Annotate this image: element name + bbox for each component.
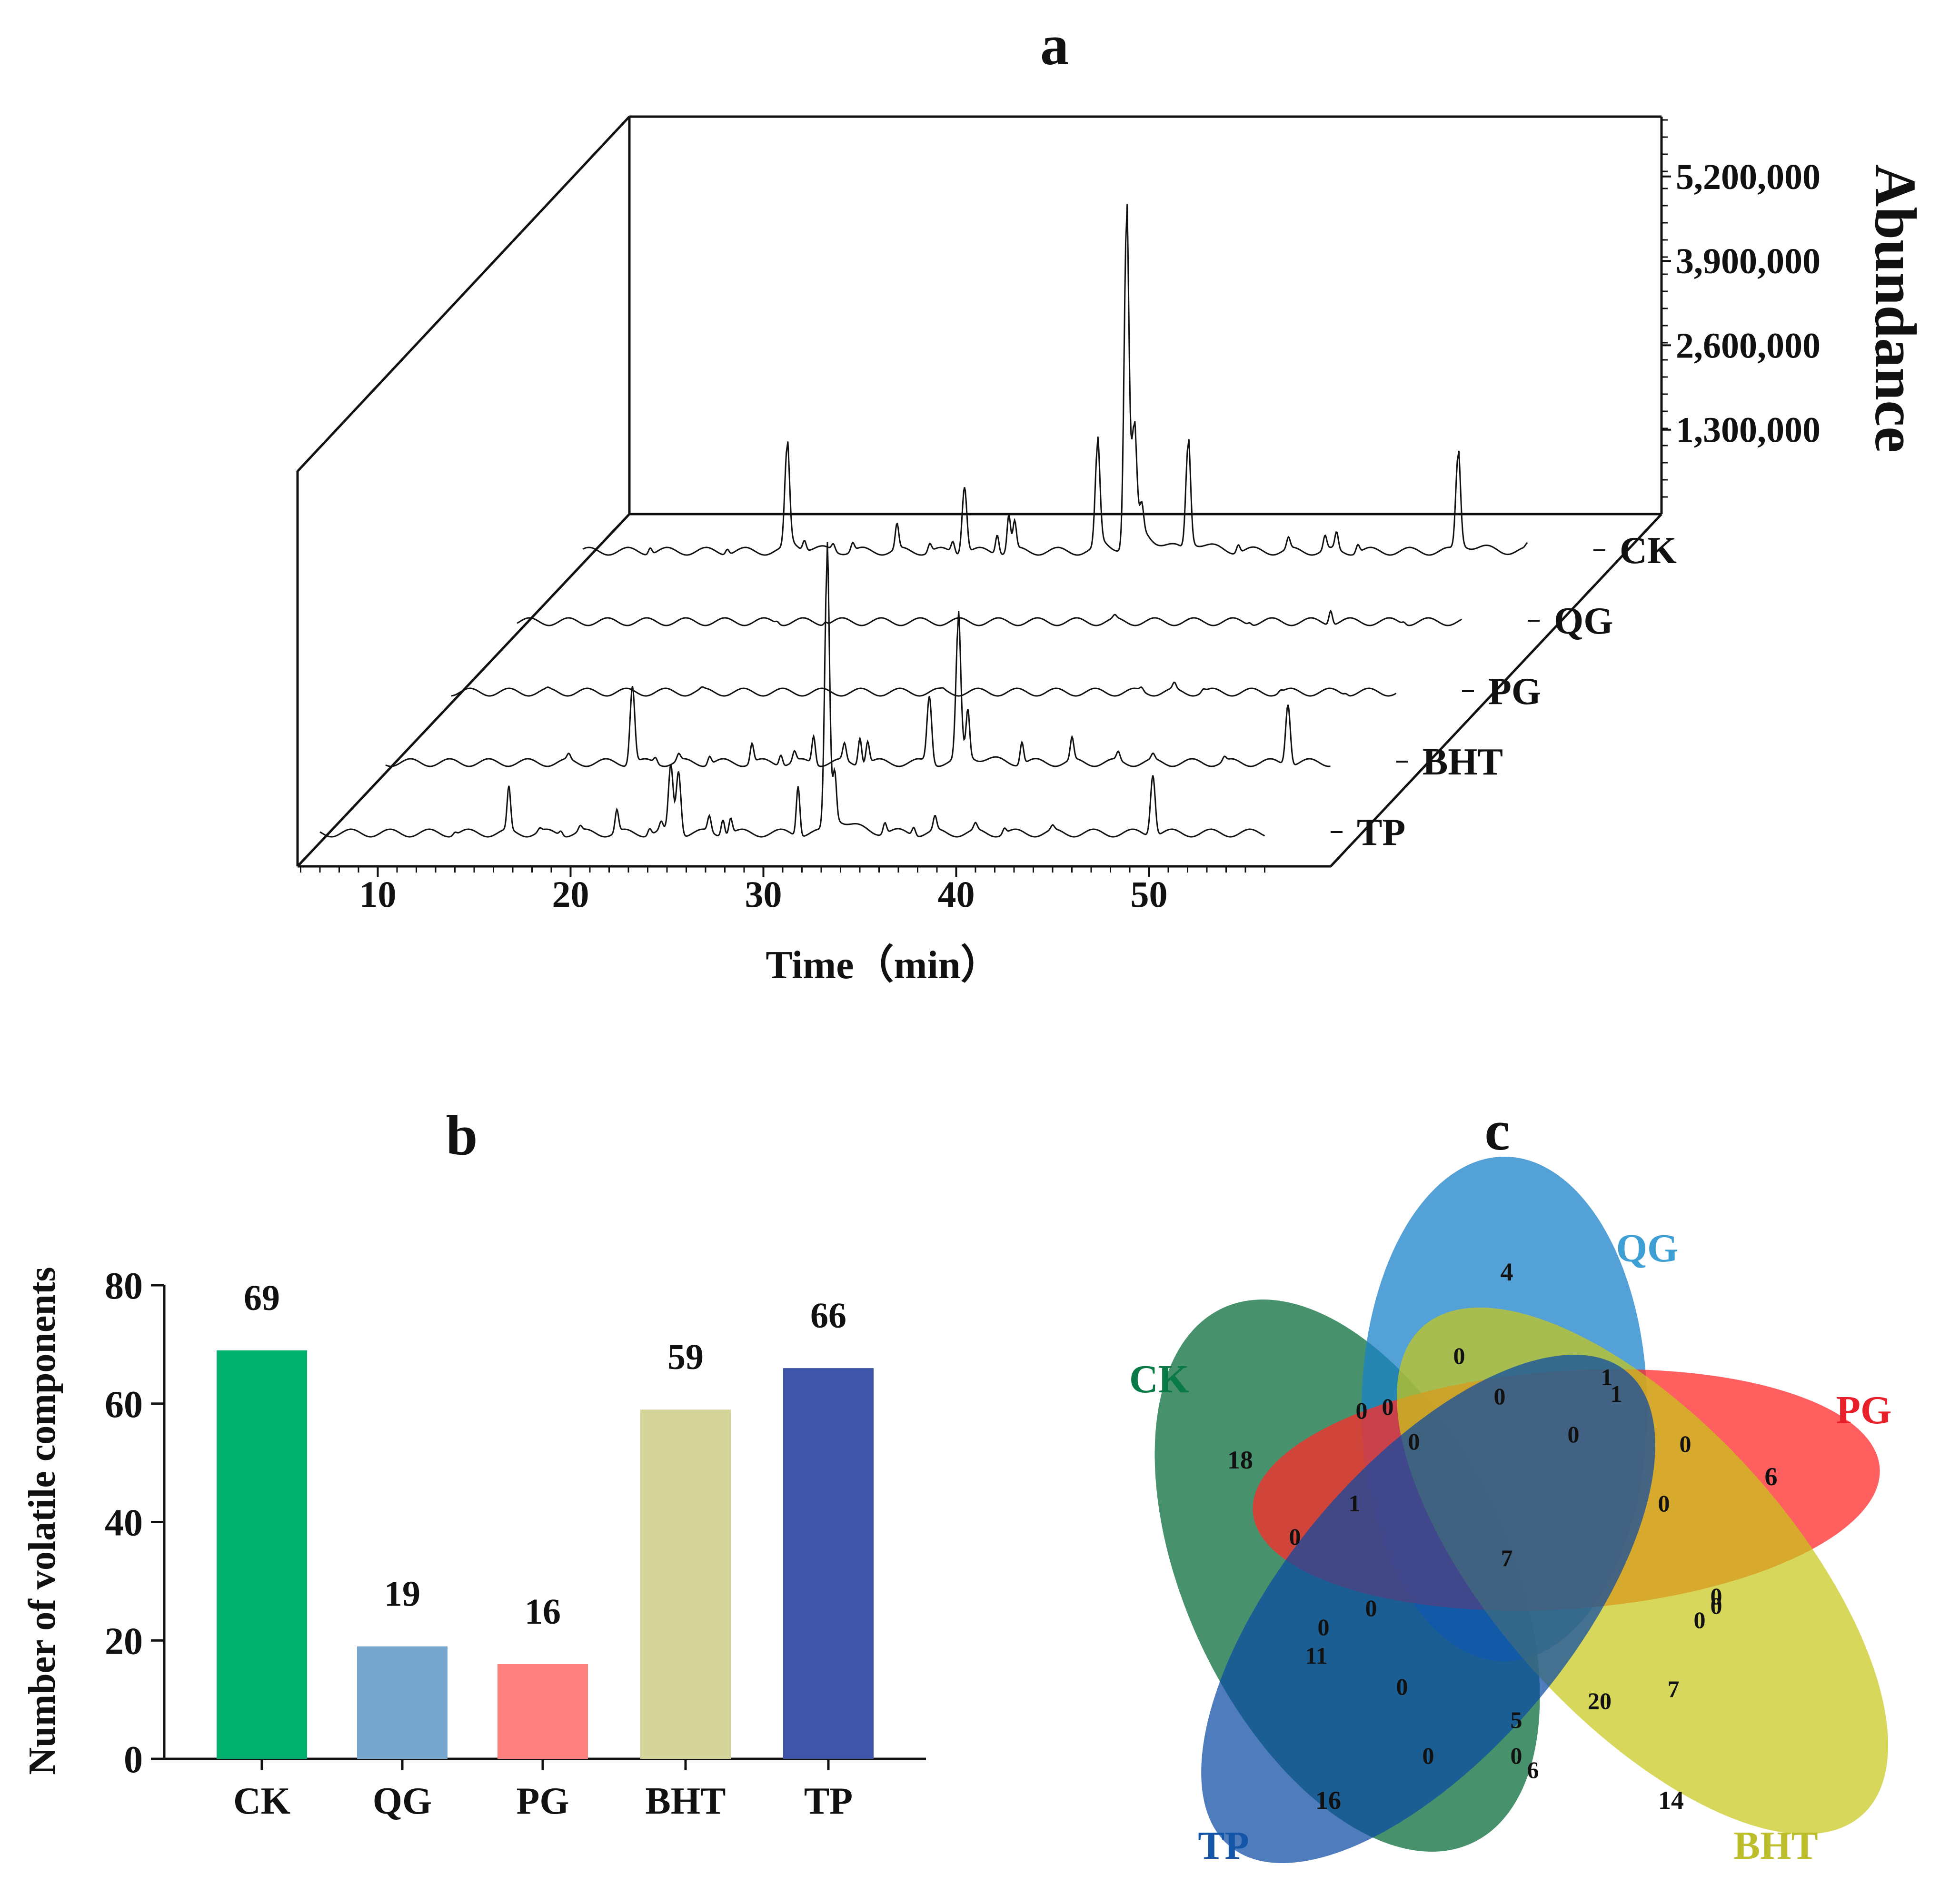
- b-x-tick-label-pg: PG: [516, 1780, 569, 1822]
- bar-tp: [783, 1368, 874, 1759]
- venn-label-bht: BHT: [1733, 1824, 1818, 1868]
- series-label-tp: TP: [1357, 812, 1405, 853]
- b-y-axis-ticks: 0 20 40 60 80: [105, 1265, 164, 1781]
- venn-region-ck-pg-x-15: 0: [1289, 1523, 1301, 1550]
- y-tick-label: 5,200,000: [1676, 157, 1821, 197]
- series-label-ck: CK: [1620, 530, 1677, 572]
- b-y-tick-label: 20: [105, 1620, 143, 1662]
- panel-b-title: b: [446, 1103, 478, 1167]
- bar-ck: [217, 1350, 307, 1759]
- b-x-tick-label-qg: QG: [373, 1780, 432, 1822]
- b-x-tick-label-ck: CK: [233, 1780, 290, 1822]
- x-axis-label: Time（min）: [766, 943, 1000, 987]
- venn-region-ck-1: 18: [1227, 1446, 1253, 1474]
- x-tick-label: 10: [359, 873, 397, 915]
- venn-region-bht-4: 14: [1658, 1786, 1684, 1815]
- panel-c-title: c: [1484, 1099, 1510, 1162]
- x-tick-label: 30: [745, 873, 782, 915]
- venn-region-qg-pg-tp-12: 0: [1568, 1421, 1580, 1448]
- venn-region-qg-0: 4: [1501, 1258, 1513, 1286]
- venn-region-pg-bht-x-22: 0: [1694, 1607, 1706, 1633]
- venn-region-qg-pg-bht-x-10: 0: [1494, 1383, 1506, 1409]
- venn-region-ck-qg-bht-9: 0: [1382, 1393, 1394, 1420]
- venn-region-pg-2: 6: [1765, 1462, 1778, 1491]
- venn-region-ck-pg-tp-18: 0: [1365, 1595, 1377, 1621]
- venn-set-labels: CK QG PG BHT TP: [1129, 1226, 1891, 1868]
- y-tick-label: 1,300,000: [1676, 410, 1821, 450]
- bar-pg: [497, 1664, 588, 1759]
- bar-value-label-pg: 16: [525, 1592, 561, 1632]
- venn-ellipses: [1154, 1157, 1888, 1863]
- b-y-tick-label: 80: [105, 1265, 143, 1307]
- b-bars: 69 CK 19 QG 16 PG 59 BHT 66 TP: [217, 1278, 874, 1822]
- venn-region-ck-qg-pg-bht-11: 0: [1408, 1428, 1420, 1455]
- venn-region-qg-bht-tp-25: 5: [1511, 1706, 1522, 1733]
- y-tick-label: 3,900,000: [1676, 241, 1821, 281]
- bar-qg: [357, 1646, 448, 1759]
- trace-bht: [385, 611, 1331, 767]
- b-y-tick-label: 60: [105, 1384, 143, 1426]
- y-tick-label: 2,600,000: [1676, 326, 1821, 366]
- venn-region-ck-tp-pg-19: 0: [1318, 1614, 1330, 1640]
- bar-value-label-tp: 66: [810, 1296, 846, 1336]
- box-left-diagonal-top: [297, 116, 630, 472]
- venn-ellipse-tp: [1201, 1355, 1655, 1863]
- series-label-bht: BHT: [1423, 741, 1503, 783]
- panel-b-bar-chart: b 0 20 40 60 80 69 CK 19 QG 16 PG 59 BHT 66 TP Number…: [21, 1103, 926, 1822]
- venn-region-ck-bht-27: 7: [1668, 1676, 1680, 1702]
- x-axis-ticks: 10 20 30 40 50: [300, 866, 1265, 915]
- venn-region-ck-tp-23: 11: [1305, 1642, 1327, 1669]
- venn-label-ck: CK: [1129, 1357, 1189, 1401]
- venn-region-pg-bht-21: 0: [1711, 1583, 1722, 1609]
- b-y-tick-label: 0: [124, 1739, 143, 1781]
- series-label-pg: PG: [1488, 671, 1541, 713]
- venn-label-qg: QG: [1616, 1226, 1679, 1270]
- venn-region-pg-qg-tp-16: 0: [1658, 1490, 1670, 1517]
- x-tick-label: 40: [938, 873, 975, 915]
- panel-a-chromatogram: a 1,300,000 2,600,000 3,900,000 5,200,000 1…: [296, 13, 1928, 987]
- bar-value-label-qg: 19: [384, 1574, 420, 1614]
- venn-region-qg-pg-bht-7: 1: [1611, 1380, 1622, 1407]
- x-tick-label: 50: [1131, 873, 1168, 915]
- series-label-qg: QG: [1554, 600, 1613, 642]
- venn-region-bht-tp-x-30: 6: [1527, 1756, 1539, 1783]
- venn-region-ck-pg-14: 1: [1349, 1490, 1361, 1517]
- b-y-tick-label: 40: [105, 1502, 143, 1544]
- venn-region-qg-pg-6: 1: [1601, 1364, 1613, 1390]
- panel-a-title: a: [1040, 13, 1069, 77]
- y-axis-ticks: 1,300,000 2,600,000 3,900,000 5,200,000: [1662, 119, 1821, 498]
- trace-pg: [451, 681, 1397, 697]
- venn-region-tp-3: 16: [1315, 1786, 1341, 1815]
- venn-region-bht-tp-29: 0: [1511, 1742, 1522, 1769]
- b-y-axis-label: Number of volatile components: [21, 1267, 63, 1775]
- venn-region-qg-tp-x-28: 0: [1423, 1742, 1434, 1769]
- bar-value-label-ck: 69: [244, 1278, 280, 1318]
- trace-tp: [319, 542, 1265, 838]
- b-x-tick-label-tp: TP: [804, 1780, 853, 1822]
- venn-label-tp: TP: [1198, 1824, 1249, 1868]
- x-tick-label: 20: [552, 873, 589, 915]
- venn-region-pg-bht-tp-20: 0: [1711, 1592, 1722, 1619]
- venn-region-ck-qg-8: 0: [1356, 1397, 1368, 1424]
- venn-region-pg-qg-x2-13: 0: [1680, 1430, 1691, 1457]
- trace-ck: [582, 204, 1528, 556]
- venn-region-ck-qg-pg-bht-tp-17: 7: [1501, 1545, 1513, 1571]
- venn-region-bht-tp-ck-26: 20: [1588, 1687, 1612, 1714]
- trace-qg: [517, 609, 1463, 626]
- bar-value-label-bht: 59: [667, 1337, 704, 1377]
- bar-bht: [640, 1409, 731, 1759]
- venn-label-pg: PG: [1836, 1388, 1892, 1432]
- y-axis-label: Abundance: [1863, 164, 1928, 453]
- venn-region-qg-bht-5: 0: [1453, 1342, 1465, 1369]
- venn-region-qg-tp-24: 0: [1396, 1673, 1408, 1700]
- b-x-tick-label-bht: BHT: [646, 1780, 726, 1822]
- box-3d-frame: [296, 115, 1663, 868]
- floor-right-diagonal: [1330, 513, 1662, 867]
